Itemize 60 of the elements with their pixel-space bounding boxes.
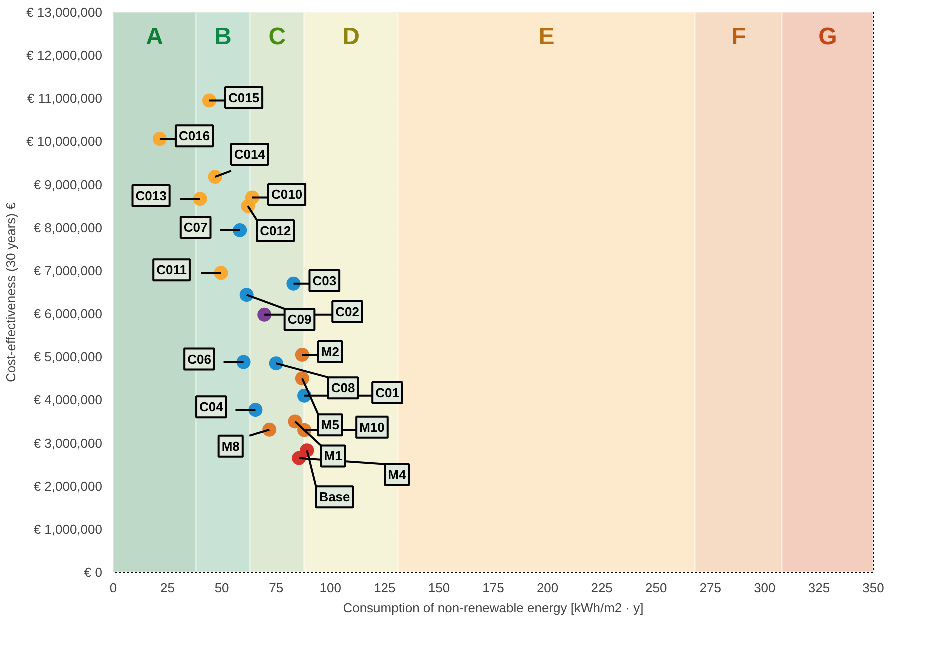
x-tick-label: 300 bbox=[754, 580, 776, 596]
y-tick-label: € 2,000,000 bbox=[34, 478, 103, 494]
y-tick-label: € 0 bbox=[84, 565, 103, 580]
x-tick-label: 200 bbox=[536, 580, 559, 596]
annotation: C06 bbox=[188, 352, 212, 367]
annotation: C02 bbox=[336, 304, 360, 320]
x-tick-label: 25 bbox=[160, 580, 176, 596]
annotation: C08 bbox=[331, 380, 356, 396]
annotation: M1 bbox=[324, 448, 342, 464]
annotation: M2 bbox=[321, 344, 340, 360]
annotation: C03 bbox=[312, 273, 337, 288]
x-tick-label: 325 bbox=[808, 580, 830, 596]
annotation: C01 bbox=[376, 385, 400, 400]
x-tick-label: 250 bbox=[646, 580, 668, 596]
annotation: C07 bbox=[184, 220, 208, 235]
band-label: G bbox=[818, 24, 838, 50]
x-tick-label: 50 bbox=[214, 580, 230, 596]
y-tick-label: € 9,000,000 bbox=[34, 177, 103, 192]
band-label: E bbox=[538, 24, 555, 50]
y-tick-label: € 11,000,000 bbox=[28, 91, 103, 106]
y-tick-label: € 8,000,000 bbox=[34, 220, 103, 236]
x-tick-label: 225 bbox=[591, 580, 613, 596]
annotation: C012 bbox=[260, 223, 292, 238]
y-tick-label: € 3,000,000 bbox=[34, 436, 103, 451]
y-tick-label: € 13,000,000 bbox=[26, 5, 102, 20]
x-tick-label: 75 bbox=[269, 580, 284, 596]
annotation: M10 bbox=[360, 420, 385, 435]
annotation: C016 bbox=[178, 128, 210, 144]
annotation: Base bbox=[319, 490, 350, 505]
y-tick-label: € 4,000,000 bbox=[34, 392, 103, 408]
band-label: D bbox=[342, 24, 360, 50]
y-tick-label: € 10,000,000 bbox=[26, 134, 102, 150]
annotation: M8 bbox=[222, 438, 240, 454]
x-tick-label: 100 bbox=[320, 580, 342, 596]
band-label: B bbox=[214, 24, 232, 50]
annotation: C011 bbox=[156, 262, 187, 278]
annotation: M4 bbox=[388, 467, 407, 482]
x-tick-label: 275 bbox=[700, 580, 722, 596]
band-label: A bbox=[146, 24, 164, 50]
annotation: C015 bbox=[228, 90, 260, 106]
annotation: C04 bbox=[200, 400, 224, 415]
y-tick-label: € 6,000,000 bbox=[34, 306, 103, 322]
annotation: C014 bbox=[234, 147, 266, 162]
y-tick-label: € 5,000,000 bbox=[34, 350, 103, 365]
annotation: M5 bbox=[321, 418, 340, 433]
band-label: F bbox=[732, 24, 746, 50]
x-tick-label: 125 bbox=[374, 580, 396, 596]
x-tick-label: 350 bbox=[862, 580, 884, 596]
x-tick-label: 0 bbox=[110, 580, 118, 596]
y-tick-label: € 1,000,000 bbox=[34, 522, 103, 537]
x-tick-label: 150 bbox=[428, 580, 450, 596]
y-axis-title: Cost-effectiveness (30 years) € bbox=[4, 202, 19, 382]
annotation: C013 bbox=[136, 188, 167, 204]
x-tick-label: 175 bbox=[482, 580, 504, 596]
y-tick-label: € 7,000,000 bbox=[34, 263, 103, 278]
y-tick-label: € 12,000,000 bbox=[26, 48, 102, 64]
x-axis-title: Consumption of non-renewable energy [kWh/m2 · y] bbox=[343, 600, 644, 616]
annotation: C010 bbox=[271, 187, 303, 202]
band-label: C bbox=[268, 24, 286, 50]
annotation: C09 bbox=[288, 312, 312, 328]
